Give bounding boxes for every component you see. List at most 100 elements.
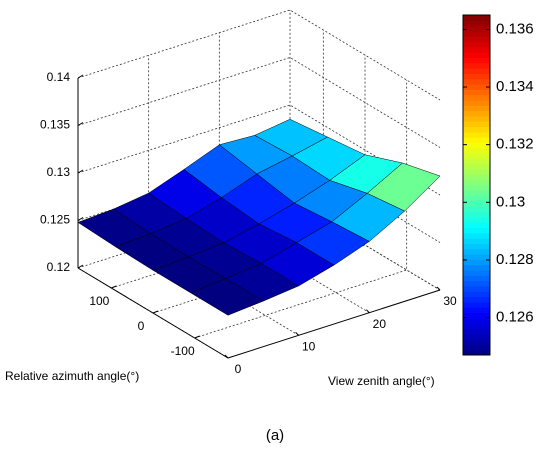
- x-tick: [224, 354, 229, 359]
- x-axis: [227, 289, 441, 359]
- colorbar-segment: [463, 243, 490, 250]
- colorbar-segment: [463, 174, 490, 181]
- colorbar-segment: [463, 30, 490, 37]
- colorbar-segment: [463, 158, 490, 165]
- colorbar-segment: [463, 259, 490, 266]
- colorbar-segment: [463, 137, 490, 143]
- y-tick: [111, 285, 117, 289]
- x-tick-label: 10: [302, 340, 316, 354]
- colorbar-segment: [463, 344, 490, 351]
- colorbar-segment: [463, 296, 490, 303]
- grid-line: [289, 10, 441, 291]
- z-tick-label: 0.14: [47, 70, 71, 84]
- colorbar-segment: [463, 307, 490, 313]
- colorbar-tick-label: 0.128: [496, 251, 534, 268]
- colorbar-tick-label: 0.132: [496, 136, 534, 153]
- colorbar-segment: [463, 195, 490, 202]
- y-tick-label: -100: [171, 344, 195, 358]
- colorbar-segment: [463, 275, 490, 282]
- colorbar-tick-label: 0.134: [496, 78, 534, 95]
- colorbar-segment: [463, 190, 490, 197]
- y-tick: [152, 310, 159, 314]
- grid-line: [77, 9, 441, 101]
- z-tick-label: 0.125: [40, 213, 70, 227]
- colorbar-segment: [463, 264, 490, 271]
- colorbar-segment: [463, 291, 490, 298]
- colorbar-segment: [463, 349, 490, 356]
- colorbar-segment: [463, 121, 490, 128]
- colorbar-tick-label: 0.126: [496, 309, 534, 326]
- colorbar-segment: [463, 15, 490, 21]
- colorbar-segment: [463, 126, 490, 133]
- colorbar-segment: [463, 36, 490, 43]
- z-tick-label: 0.135: [40, 118, 70, 132]
- grid-line: [218, 32, 370, 314]
- y-tick-label: 100: [89, 294, 109, 308]
- colorbar-segment: [463, 185, 490, 191]
- colorbar-segment: [463, 89, 490, 96]
- y-axis-label: Relative azimuth angle(°): [5, 369, 139, 383]
- colorbar-segment: [463, 57, 490, 64]
- x-tick: [436, 286, 441, 291]
- colorbar-segment: [463, 206, 490, 213]
- colorbar-segment: [463, 41, 490, 48]
- grid-line: [111, 30, 324, 289]
- z-tick-label: 0.12: [47, 260, 71, 274]
- colorbar-segment: [463, 216, 490, 223]
- colorbar-segment: [463, 301, 490, 308]
- colorbar-segment: [463, 20, 490, 27]
- z-tick-label: 0.13: [47, 165, 71, 179]
- colorbar-segment: [463, 254, 490, 260]
- colorbar-segment: [463, 62, 490, 69]
- colorbar-segment: [463, 153, 490, 159]
- grid-line: [148, 55, 299, 336]
- colorbar-segment: [463, 163, 490, 170]
- colorbar-segment: [463, 232, 490, 239]
- colorbar-segment: [463, 339, 490, 345]
- colorbar-segment: [463, 131, 490, 138]
- colorbar-segment: [463, 110, 490, 117]
- colorbar-segment: [463, 105, 490, 112]
- colorbar-segment: [463, 333, 490, 340]
- colorbar-segment: [463, 211, 490, 218]
- colorbar-segment: [463, 179, 490, 186]
- colorbar-segment: [463, 52, 490, 58]
- colorbar-frame: [462, 14, 491, 356]
- colorbar-segment: [463, 323, 490, 329]
- z-tick: [77, 264, 84, 269]
- colorbar-segment: [463, 84, 490, 90]
- colorbar-segment: [463, 285, 490, 292]
- colorbar-segment: [463, 280, 490, 287]
- colorbar-segment: [463, 25, 490, 32]
- x-tick: [295, 331, 300, 336]
- colorbar-segment: [463, 270, 490, 276]
- colorbar-segment: [463, 222, 490, 228]
- z-tick: [77, 122, 84, 126]
- z-tick: [77, 169, 84, 174]
- surface-patch: [77, 208, 152, 248]
- colorbar-segment: [463, 94, 490, 101]
- grid-line: [152, 55, 366, 314]
- colorbar-segment: [463, 238, 490, 244]
- colorbar-segment: [463, 115, 490, 122]
- y-tick-label: 0: [138, 319, 145, 333]
- y-tick: [194, 335, 200, 339]
- colorbar-segment: [463, 78, 490, 85]
- colorbar-segment: [463, 147, 490, 154]
- colorbar-segment: [463, 46, 490, 53]
- colorbar-segment: [463, 73, 490, 80]
- x-tick-label: 30: [443, 294, 457, 308]
- x-tick-label: 0: [235, 362, 242, 376]
- colorbar-segment: [463, 100, 490, 106]
- colorbar-segment: [463, 142, 490, 149]
- colorbar-segment: [463, 200, 490, 207]
- colorbar-tick-label: 0.13: [496, 193, 525, 210]
- colorbar-segment: [463, 169, 490, 175]
- z-tick: [77, 217, 84, 221]
- colorbar-segment: [463, 227, 490, 234]
- x-tick-label: 20: [373, 317, 387, 331]
- colorbar-segment: [463, 328, 490, 335]
- grid-line: [194, 80, 408, 339]
- z-tick: [77, 74, 84, 79]
